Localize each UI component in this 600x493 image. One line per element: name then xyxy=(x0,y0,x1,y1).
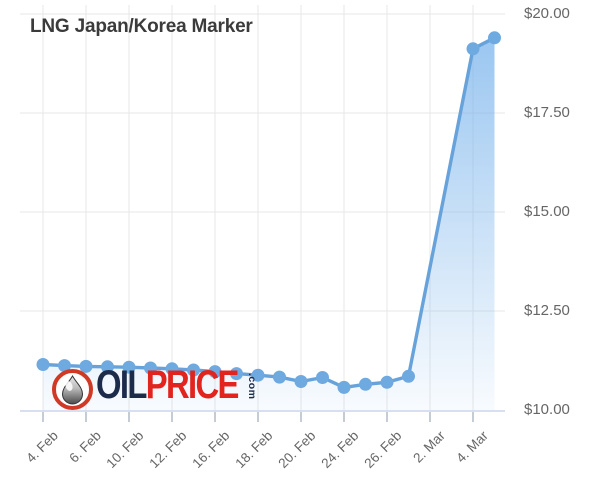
logo-wordmark: OILPRICE xyxy=(96,363,240,407)
data-point[interactable] xyxy=(402,369,415,383)
logo-word-price: PRICE xyxy=(145,363,240,407)
data-point[interactable] xyxy=(187,363,200,377)
chart-title: LNG Japan/Korea Marker xyxy=(30,16,253,37)
vertical-gridlines xyxy=(42,5,474,411)
data-point[interactable] xyxy=(122,360,136,374)
data-point[interactable] xyxy=(101,360,114,374)
data-point[interactable] xyxy=(230,367,243,381)
logo-suffix-com: .com xyxy=(246,373,258,400)
data-point[interactable] xyxy=(488,31,501,45)
data-point[interactable] xyxy=(251,368,265,382)
oilprice-logo: OILPRICE .com xyxy=(52,365,264,411)
y-axis-label: $17.50 xyxy=(524,104,570,121)
x-axis-ticks xyxy=(42,412,474,422)
data-point[interactable] xyxy=(273,370,286,384)
data-point[interactable] xyxy=(36,358,50,371)
y-axis-label: $15.00 xyxy=(524,203,570,220)
data-point[interactable] xyxy=(316,371,329,384)
data-points xyxy=(36,31,501,394)
series-area xyxy=(43,37,495,412)
data-point[interactable] xyxy=(58,359,71,373)
data-point[interactable] xyxy=(294,375,308,388)
data-point[interactable] xyxy=(466,42,480,56)
data-point[interactable] xyxy=(208,365,222,379)
y-axis-label: $12.50 xyxy=(524,302,570,319)
y-axis-label: $10.00 xyxy=(524,401,570,418)
logo-word-oil: OIL xyxy=(96,363,147,407)
data-point[interactable] xyxy=(165,362,179,376)
y-axis-label: $20.00 xyxy=(524,5,570,22)
data-point[interactable] xyxy=(144,361,157,375)
data-point[interactable] xyxy=(79,359,93,373)
oil-drop-icon xyxy=(52,369,93,410)
data-point[interactable] xyxy=(337,380,351,394)
data-point[interactable] xyxy=(359,377,372,391)
data-point[interactable] xyxy=(380,375,394,389)
